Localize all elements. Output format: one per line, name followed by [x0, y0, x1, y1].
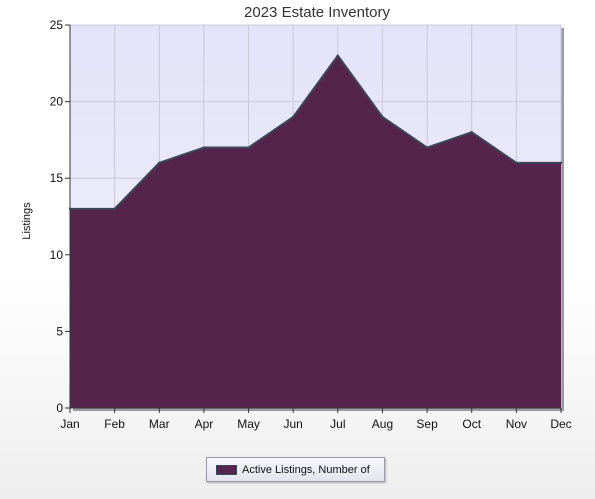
x-tick-label: Dec	[550, 417, 571, 431]
data-point	[202, 146, 206, 149]
x-tick-label: May	[237, 417, 260, 431]
x-tick-label: Mar	[149, 417, 170, 431]
x-tick-label: Apr	[195, 417, 214, 431]
x-tick-label: Sep	[416, 417, 438, 431]
chart-title: 2023 Estate Inventory	[244, 4, 390, 21]
x-tick-label: Jun	[284, 417, 303, 431]
y-tick-label: 10	[50, 248, 64, 262]
x-tick-label: Nov	[506, 417, 527, 431]
data-point	[559, 161, 563, 165]
x-tick-label: Jul	[330, 417, 345, 431]
data-point	[336, 54, 340, 57]
y-tick-label: 0	[56, 401, 63, 415]
data-point	[113, 207, 116, 211]
legend: Active Listings, Number of	[206, 457, 385, 482]
x-tick-label: Jan	[60, 417, 79, 431]
y-tick-label: 25	[50, 18, 64, 32]
legend-swatch	[216, 464, 237, 475]
data-point	[158, 161, 161, 165]
x-tick-label: Aug	[372, 417, 393, 431]
y-tick-label: 15	[50, 171, 64, 185]
y-tick-label: 20	[50, 95, 64, 109]
data-point	[515, 161, 518, 165]
legend-label: Active Listings, Number of	[242, 463, 370, 476]
data-point	[470, 131, 473, 134]
series-area	[70, 55, 561, 408]
data-point	[381, 115, 384, 119]
y-axis-label: Listings	[21, 202, 33, 240]
x-tick-label: Feb	[104, 417, 125, 431]
data-point	[247, 146, 250, 149]
data-point	[425, 146, 429, 149]
series-outline	[70, 54, 561, 210]
data-point	[291, 115, 295, 119]
x-tick-label: Oct	[462, 417, 481, 431]
y-tick-label: 5	[56, 324, 63, 338]
